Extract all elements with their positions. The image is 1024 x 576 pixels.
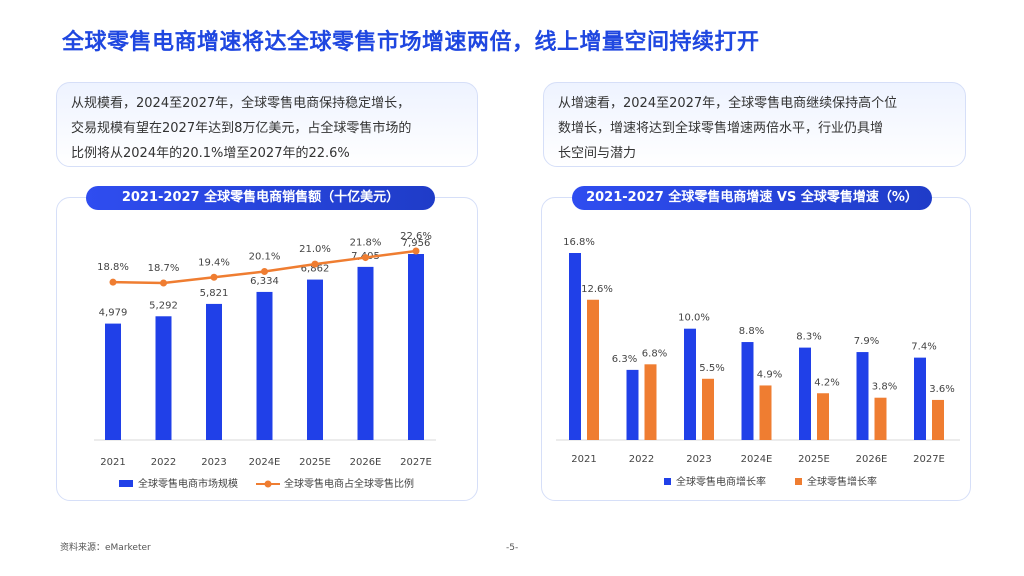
x-tick-label: 2021 [100,457,125,468]
retail-growth-bar [874,397,887,440]
legend-marker-share [264,480,272,488]
retail-growth-label: 3.6% [929,384,954,395]
sales-bar [105,323,121,440]
growth-chart-title: 2021-2027 全球零售电商增速 VS 全球零售增速（%） [572,186,932,210]
legend-label-ecommerce: 全球零售电商增长率 [676,475,766,488]
scale-summary-box: 从规模看，2024至2027年，全球零售电商保持稳定增长， 交易规模有望在202… [56,82,478,167]
sales-bar-label: 5,292 [149,300,178,311]
growth-summary-box: 从增速看，2024至2027年，全球零售电商继续保持高个位 数增长，增速将达到全… [543,82,966,167]
legend-label-share: 全球零售电商占全球零售比例 [284,477,414,490]
ecommerce-growth-label: 16.8% [563,237,595,248]
share-point [261,268,268,276]
ecommerce-growth-label: 8.3% [796,332,821,343]
scale-summary-line: 交易规模有望在2027年达到8万亿美元，占全球零售市场的 [71,121,412,136]
sales-bar-label: 5,821 [200,288,229,299]
x-tick-label: 2023 [201,457,226,468]
retail-growth-bar [644,364,657,440]
retail-growth-label: 6.8% [642,348,667,359]
page-title: 全球零售电商增速将达全球零售市场增速两倍，线上增量空间持续打开 [62,30,760,55]
sales-bar [357,266,374,440]
x-tick-label: 2027E [400,457,432,468]
share-label: 21.0% [299,244,331,255]
sales-bar-label: 6,334 [250,276,279,287]
retail-growth-label: 12.6% [581,284,613,295]
sales-bar [408,254,424,440]
sales-bar-label: 6,862 [301,264,330,275]
x-tick-label: 2022 [629,454,654,465]
ecommerce-growth-bar [569,253,581,440]
retail-growth-label: 4.9% [757,369,782,380]
retail-growth-bar [587,299,599,440]
sales-bar-label: 4,979 [99,308,128,319]
retail-growth-label: 3.8% [872,382,897,393]
share-point [412,247,420,255]
x-tick-label: 2026E [350,457,382,468]
sales-bar [256,291,273,440]
retail-growth-label: 4.2% [814,377,839,388]
legend-label-sales: 全球零售电商市场规模 [138,477,238,490]
growth-summary-line: 长空间与潜力 [558,146,637,161]
x-tick-label: 2021 [571,454,596,465]
growth-summary-line: 从增速看，2024至2027年，全球零售电商继续保持高个位 [558,96,898,111]
legend-swatch-retail [795,478,802,485]
share-point [109,278,117,286]
sales-bar [307,279,323,440]
ecommerce-growth-bar [856,352,869,440]
share-label: 19.4% [198,257,230,268]
x-tick-label: 2022 [151,457,176,468]
retail-growth-bar [702,378,714,440]
ecommerce-growth-bar [684,328,696,440]
ecommerce-growth-bar [626,369,639,440]
growth-chart-card [541,197,971,501]
ecommerce-growth-bar [741,342,754,440]
share-label: 21.8% [350,238,382,249]
ecommerce-growth-label: 7.9% [854,336,879,347]
sales-bar-label: 7,956 [402,238,431,249]
ecommerce-growth-label: 6.3% [612,354,637,365]
retail-growth-bar [817,393,829,440]
share-label: 18.8% [97,262,129,273]
ecommerce-growth-label: 10.0% [678,313,710,324]
ecommerce-growth-bar [799,347,811,440]
share-point [362,254,369,262]
ecommerce-growth-bar [914,357,926,440]
sales-chart-title: 2021-2027 全球零售电商销售额（十亿美元） [86,186,435,210]
growth-summary-line: 数增长，增速将达到全球零售增速两倍水平，行业仍具增 [558,121,884,136]
legend-label-retail: 全球零售增长率 [807,475,877,488]
x-tick-label: 2025E [299,457,331,468]
source-note: 资料来源：eMarketer [60,543,151,553]
share-label: 20.1% [249,252,281,263]
share-point [311,260,319,268]
sales-bar [155,316,172,440]
x-tick-label: 2023 [686,454,711,465]
x-tick-label: 2027E [913,454,945,465]
share-point [210,273,218,281]
sales-bar [206,303,222,440]
share-point [160,279,167,287]
ecommerce-growth-label: 8.8% [739,326,764,337]
x-tick-label: 2026E [856,454,888,465]
ecommerce-growth-label: 7.4% [911,342,936,353]
retail-growth-bar [759,385,772,440]
share-label: 22.6% [400,231,432,242]
share-label: 18.7% [148,263,180,274]
legend-swatch-sales [119,480,133,487]
retail-growth-label: 5.5% [699,363,724,374]
legend-swatch-ecommerce [664,478,671,485]
x-tick-label: 2025E [798,454,830,465]
scale-summary-line: 从规模看，2024至2027年，全球零售电商保持稳定增长， [71,96,411,111]
x-tick-label: 2024E [741,454,773,465]
page-number: -5- [506,543,519,553]
x-tick-label: 2024E [249,457,281,468]
retail-growth-bar [932,399,944,440]
scale-summary-line: 比例将从2024年的20.1%增至2027年的22.6% [71,146,350,161]
